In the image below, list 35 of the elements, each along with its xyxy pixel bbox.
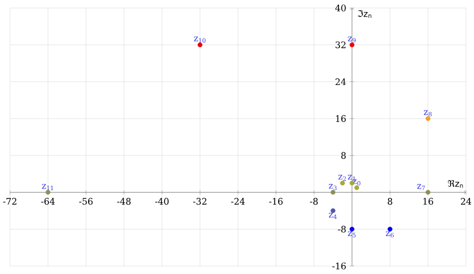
y-tick-label: 24 [336, 78, 346, 86]
annotation: z$_{2}$ [338, 174, 346, 181]
x-tick-label: -24 [231, 198, 245, 205]
point [426, 190, 430, 195]
annotation: z$_{11}$ [42, 184, 54, 190]
x-axis-title: ℜz$_{n}$ [448, 180, 463, 188]
x-tick-label: -56 [79, 198, 93, 205]
annotation: z$_{10}$ [194, 36, 206, 43]
x-tick-label: -72 [3, 198, 16, 205]
y-tick-label: 40 [335, 4, 346, 12]
annotation: z$_{5}$ [348, 231, 356, 238]
x-tick-label: -8 [310, 198, 318, 205]
y-axis-title: ℑz$_{n}$ [358, 10, 372, 18]
annotation: z$_{4}$ [328, 212, 337, 219]
annotation: z$_{7}$ [417, 184, 425, 190]
annotation: z$_{1}$ [348, 174, 356, 181]
y-tick-label: 32 [336, 41, 346, 48]
annotation: z$_{8}$ [424, 110, 432, 116]
annotation: z$_{9}$ [348, 36, 356, 43]
point [426, 116, 430, 121]
x-tick-label: 8 [388, 198, 392, 205]
x-tick-label: -32 [193, 198, 206, 205]
x-tick-label: -64 [41, 198, 55, 205]
point [354, 185, 360, 190]
y-tick-label: 16 [336, 115, 346, 122]
x-tick-label: -48 [117, 198, 131, 205]
x-tick-label: -16 [269, 198, 283, 205]
y-tick-label: -8 [338, 226, 346, 233]
annotation: z$_{6}$ [386, 231, 394, 238]
x-tick-label: 24 [460, 198, 472, 205]
x-tick-label: 16 [423, 198, 434, 205]
x-tick-label: -40 [155, 198, 169, 205]
annotation: z$_{3}$ [328, 184, 337, 190]
y-tick-label: -16 [332, 262, 346, 270]
y-tick-label: 8 [341, 152, 346, 159]
